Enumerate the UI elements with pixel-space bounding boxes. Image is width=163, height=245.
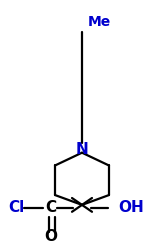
Text: OH: OH [118,200,144,215]
Text: N: N [76,142,88,157]
Text: C: C [45,200,57,215]
Text: Cl: Cl [8,200,24,215]
Text: O: O [44,229,58,244]
Text: Me: Me [88,15,111,29]
